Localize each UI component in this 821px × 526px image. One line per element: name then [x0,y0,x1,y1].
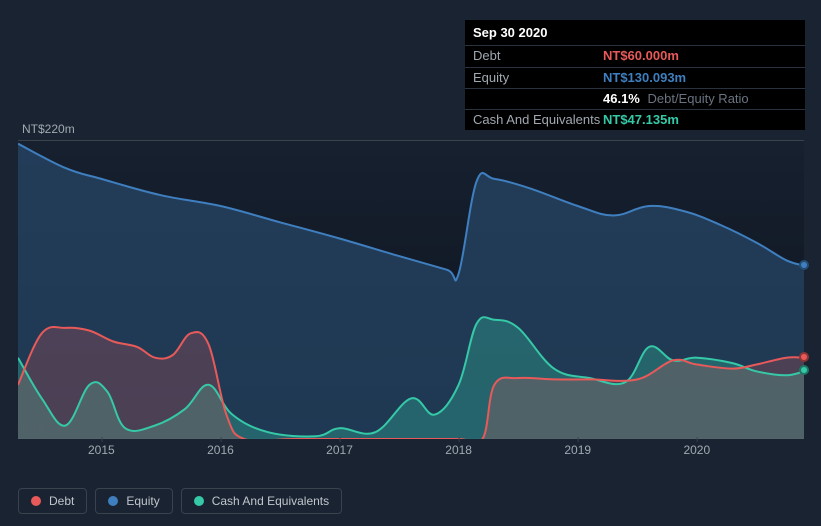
tooltip-date: Sep 30 2020 [465,20,805,45]
tooltip-row-label: Equity [473,70,603,86]
legend-item-label: Equity [126,494,159,508]
chart-tooltip: Sep 30 2020 DebtNT$60.000mEquityNT$130.0… [465,20,805,130]
debt-end-dot [799,352,809,362]
tooltip-row: Cash And EquivalentsNT$47.135m [465,109,805,130]
tooltip-row-extra: Debt/Equity Ratio [644,91,749,106]
x-tick: 2015 [88,443,115,457]
legend-item-equity[interactable]: Equity [95,488,172,514]
tooltip-row-value: NT$47.135m [603,112,679,128]
tooltip-row-value: 46.1% Debt/Equity Ratio [603,91,749,107]
tooltip-row-value: NT$130.093m [603,70,686,86]
x-tick: 2017 [326,443,353,457]
financials-chart: Sep 30 2020 DebtNT$60.000mEquityNT$130.0… [0,0,821,526]
plot-area[interactable] [18,140,804,438]
x-tick: 2016 [207,443,234,457]
x-tick: 2019 [564,443,591,457]
equity-swatch-icon [108,496,118,506]
tooltip-row-label [473,91,603,107]
x-tick: 2018 [445,443,472,457]
cash-swatch-icon [194,496,204,506]
cash-end-dot [799,365,809,375]
legend-item-label: Debt [49,494,74,508]
tooltip-row-value: NT$60.000m [603,48,679,64]
chart-svg [18,141,804,439]
tooltip-row-label: Cash And Equivalents [473,112,603,128]
equity-end-dot [799,260,809,270]
tooltip-row: EquityNT$130.093m [465,67,805,88]
tooltip-row-label: Debt [473,48,603,64]
tooltip-row: 46.1% Debt/Equity Ratio [465,88,805,109]
debt-swatch-icon [31,496,41,506]
legend-item-label: Cash And Equivalents [212,494,329,508]
legend-item-debt[interactable]: Debt [18,488,87,514]
y-axis-label-max: NT$220m [22,122,75,136]
x-tick: 2020 [683,443,710,457]
legend-item-cash[interactable]: Cash And Equivalents [181,488,342,514]
x-axis: 2015 2016 2017 2018 2019 2020 [18,443,804,463]
tooltip-rows: DebtNT$60.000mEquityNT$130.093m46.1% Deb… [465,45,805,130]
legend: Debt Equity Cash And Equivalents [18,488,342,514]
tooltip-row: DebtNT$60.000m [465,45,805,66]
